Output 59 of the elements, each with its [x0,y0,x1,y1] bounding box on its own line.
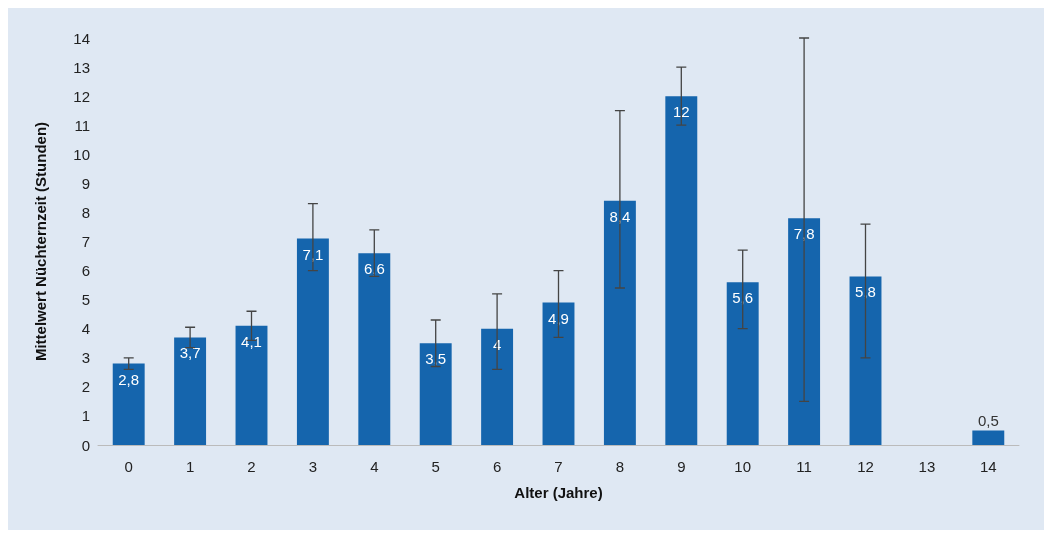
data-label: 4 [492,335,502,353]
bar [174,337,207,445]
y-tick-label: 2 [81,378,90,396]
bar [419,343,452,445]
bar [726,282,759,445]
data-label: 6,6 [363,260,385,278]
x-tick-label: 9 [677,458,686,475]
bar [235,325,268,445]
y-tick-label: 13 [73,58,90,76]
data-label: 12 [672,103,690,121]
x-tick-label: 3 [308,458,318,475]
data-label: 7,8 [793,225,815,243]
bar [358,253,391,445]
y-tick-label: 7 [81,233,90,250]
y-tick-label: 11 [74,116,90,134]
bar [603,200,636,445]
x-tick-label: 7 [554,458,563,475]
x-tick-label: 10 [734,458,752,475]
bar [972,430,1005,445]
x-tick-label: 2 [247,458,256,475]
bar [481,328,514,445]
y-tick-label: 12 [73,87,90,105]
x-tick-label: 12 [857,458,874,475]
y-tick-label: 8 [81,203,90,221]
data-label: 0,5 [977,412,999,430]
data-label: 5,8 [855,283,876,301]
y-axis-title: Mittelwert Nüchternzeit (Stunden) [32,121,49,362]
x-tick-label: 4 [370,458,379,475]
y-tick-label: 10 [73,145,90,163]
bar [112,363,145,445]
x-tick-label: 6 [492,458,502,475]
data-label: 4,1 [241,332,262,350]
x-tick-label: 14 [979,458,997,475]
y-tick-label: 4 [81,320,90,338]
data-label: 7,1 [302,245,324,263]
x-tick-label: 13 [918,458,936,475]
y-tick-label: 14 [73,29,90,47]
y-tick-label: 5 [81,291,90,309]
x-tick-label: 0 [124,458,133,475]
data-label: 3,7 [179,344,201,362]
bar [665,96,698,445]
x-tick-label: 8 [615,458,625,475]
data-label: 8,4 [609,207,631,225]
bar [542,302,575,445]
x-tick-label: 11 [796,458,812,475]
data-label: 2,8 [118,370,140,388]
bar [849,276,882,445]
y-tick-label: 0 [81,436,90,454]
data-label: 3,5 [425,350,447,368]
x-tick-label: 5 [431,458,440,475]
x-tick-label: 1 [185,458,195,475]
x-axis-title: Alter (Jahre) [514,484,603,501]
y-tick-label: 9 [81,174,90,192]
y-tick-label: 3 [81,349,90,367]
bar [788,218,821,445]
y-tick-label: 6 [81,262,90,280]
data-label: 5,6 [732,289,754,307]
y-tick-label: 1 [81,407,90,425]
bar [296,238,329,445]
